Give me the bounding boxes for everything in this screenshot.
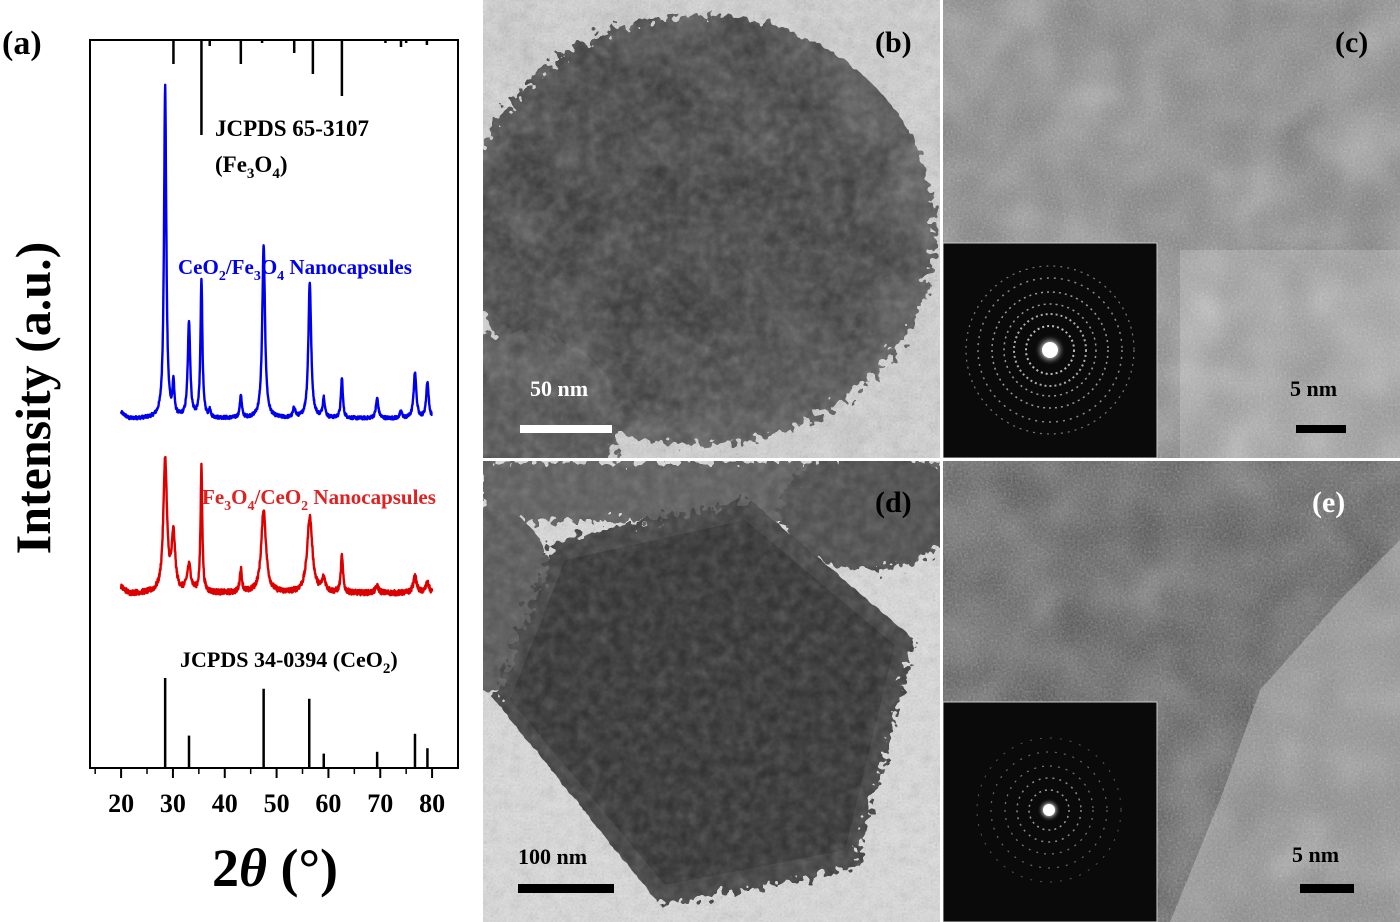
x-tick-label-70: 70: [367, 789, 393, 818]
x-axis-label: 2θ (°): [212, 838, 338, 898]
saed-inset-c: [942, 242, 1158, 459]
x-tick-label-80: 80: [419, 789, 445, 818]
fe3o4-reference-label: JCPDS 65-3107: [215, 116, 369, 141]
x-tick-label-40: 40: [212, 789, 238, 818]
xrd-series: [119, 83, 434, 597]
ceo2-reference-label: JCPDS 34-0394 (CeO2): [180, 647, 398, 677]
micrograph-d: [483, 461, 940, 922]
saed-inset-e: [942, 701, 1158, 922]
scale-label-d: 100 nm: [518, 844, 587, 869]
plot-frame: [89, 39, 459, 769]
scale-bar-e: [1300, 884, 1354, 893]
x-axis-ticks: 20 30 40 50 60 70 80: [94, 768, 445, 818]
panel-label-c: (c): [1335, 26, 1368, 59]
x-tick-label-30: 30: [160, 789, 186, 818]
scale-bar-c: [1296, 425, 1346, 433]
scale-label-c: 5 nm: [1290, 376, 1337, 401]
fe3o4-reference-formula: (Fe3O4): [215, 152, 287, 182]
panel-label-e: (e): [1312, 486, 1345, 519]
panel-label-d: (d): [875, 486, 912, 519]
scale-label-b: 50 nm: [530, 376, 588, 401]
panel-label-b: (b): [875, 26, 912, 59]
diffraction-rings-c: [965, 265, 1135, 435]
scale-bar-d: [518, 884, 614, 893]
panel-label-a: (a): [2, 25, 42, 62]
micrograph-b: [483, 0, 940, 458]
ceo2-reference-pattern: [163, 678, 429, 768]
x-tick-label-20: 20: [108, 789, 134, 818]
series-fe3o4-ceo2-curve: [119, 455, 434, 597]
x-tick-label-60: 60: [315, 789, 341, 818]
panel-divider-horizontal: [483, 458, 1400, 461]
legend-fe3o4-ceo2: Fe3O4/CeO2 Nanocapsules: [202, 485, 436, 514]
y-axis-label: Intensity (a.u.): [5, 242, 61, 555]
x-tick-label-50: 50: [264, 789, 290, 818]
diffraction-spots-e: [976, 737, 1122, 883]
scale-label-e: 5 nm: [1292, 842, 1339, 867]
xrd-chart: (a) 20 30 40 50 60 70 80 JCPDS 65-3107 (Fe3O4)…: [2, 25, 459, 898]
scale-bar-b: [520, 425, 612, 433]
legend-ceo2-fe3o4: CeO2/Fe3O4 Nanocapsules: [178, 255, 412, 284]
series-ceo2-fe3o4-curve: [119, 83, 433, 421]
